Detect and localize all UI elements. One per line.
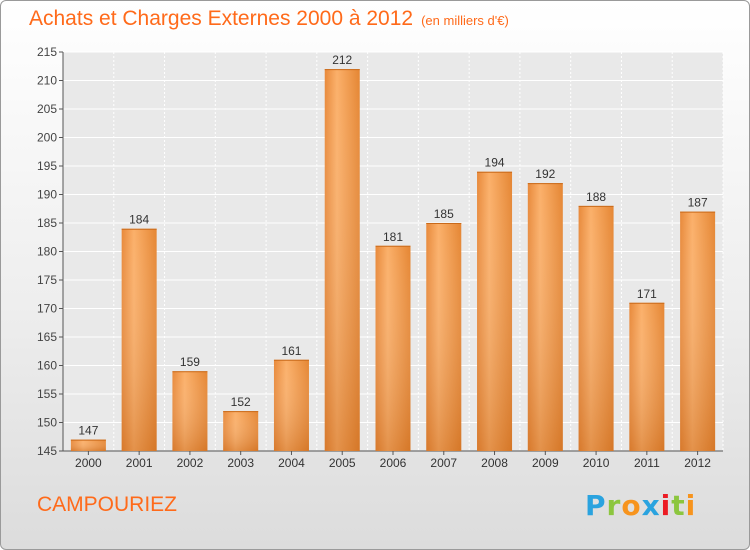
data-label: 181 — [383, 230, 403, 244]
bar-shade — [70, 439, 106, 451]
x-tick-label: 2003 — [227, 456, 254, 470]
bar-shade — [578, 205, 614, 451]
data-label: 171 — [637, 287, 657, 301]
data-label: 152 — [231, 395, 251, 409]
data-label: 161 — [281, 344, 301, 358]
logo-letter: i — [685, 489, 697, 522]
logo-letter: r — [606, 489, 622, 522]
y-tick-label: 155 — [37, 387, 57, 401]
axis-layer: 145 150 155 160 165 170 175 180 185 190 195 200 205 2… — [37, 45, 723, 458]
y-tick-label: 160 — [37, 359, 57, 373]
y-tick-label: 210 — [37, 74, 57, 88]
y-tick-label: 190 — [37, 188, 57, 202]
bar-shade — [172, 371, 208, 451]
x-tick-label: 2004 — [278, 456, 305, 470]
x-tick-label: 2009 — [532, 456, 559, 470]
bar-shade — [629, 302, 665, 451]
x-tick-label: 2002 — [177, 456, 204, 470]
bar-shade — [223, 411, 259, 451]
x-tick-label: 2005 — [329, 456, 356, 470]
bar-shade — [477, 171, 513, 451]
bar-shade — [324, 69, 360, 451]
logo-letter: o — [621, 489, 642, 522]
logo-letter: i — [660, 489, 672, 522]
logo-letter: x — [641, 489, 661, 522]
y-tick-label: 180 — [37, 245, 57, 259]
bar-shade — [680, 211, 716, 451]
y-tick-label: 175 — [37, 273, 57, 287]
data-label: 194 — [485, 156, 505, 170]
bar-shade — [273, 359, 309, 451]
logo-letter: P — [585, 489, 607, 522]
y-tick-label: 200 — [37, 131, 57, 145]
x-tick-label: 2000 — [75, 456, 102, 470]
y-tick-label: 195 — [37, 159, 57, 173]
data-label: 184 — [129, 213, 149, 227]
x-tick-label: 2012 — [684, 456, 711, 470]
y-tick-label: 150 — [37, 416, 57, 430]
y-tick-label: 145 — [37, 444, 57, 458]
data-label: 187 — [688, 196, 708, 210]
bar-shade — [375, 245, 411, 451]
city-name: CAMPOURIEZ — [37, 493, 178, 516]
data-label: 192 — [535, 167, 555, 181]
x-tick-label: 2011 — [634, 456, 660, 470]
data-label: 212 — [332, 53, 352, 67]
bar-shade — [527, 183, 563, 451]
y-tick-label: 215 — [37, 45, 57, 59]
y-tick-label: 205 — [37, 102, 57, 116]
data-label: 159 — [180, 355, 200, 369]
x-tick-label: 2010 — [583, 456, 610, 470]
labels-layer: 147 2000 184 2001 159 2002 152 2003 161 2004 212 20… — [75, 53, 711, 470]
bar-shade — [121, 228, 157, 451]
title-unit: (en milliers d'€) — [421, 13, 509, 28]
x-tick-label: 2008 — [481, 456, 508, 470]
logo-letter: t — [671, 489, 686, 522]
data-label: 185 — [434, 207, 454, 221]
proxiti-logo: Proxiti — [585, 489, 696, 522]
bars-layer — [70, 69, 716, 451]
bar-shade — [426, 223, 462, 451]
x-tick-label: 2006 — [380, 456, 407, 470]
y-tick-label: 170 — [37, 302, 57, 316]
chart-title: Achats et Charges Externes 2000 à 2012 (e… — [29, 7, 509, 31]
x-tick-label: 2007 — [430, 456, 457, 470]
x-tick-label: 2001 — [126, 456, 153, 470]
data-label: 188 — [586, 190, 606, 204]
y-tick-label: 165 — [37, 330, 57, 344]
data-label: 147 — [78, 424, 98, 438]
title-text: Achats et Charges Externes 2000 à 2012 — [29, 7, 414, 30]
y-tick-label: 185 — [37, 216, 57, 230]
